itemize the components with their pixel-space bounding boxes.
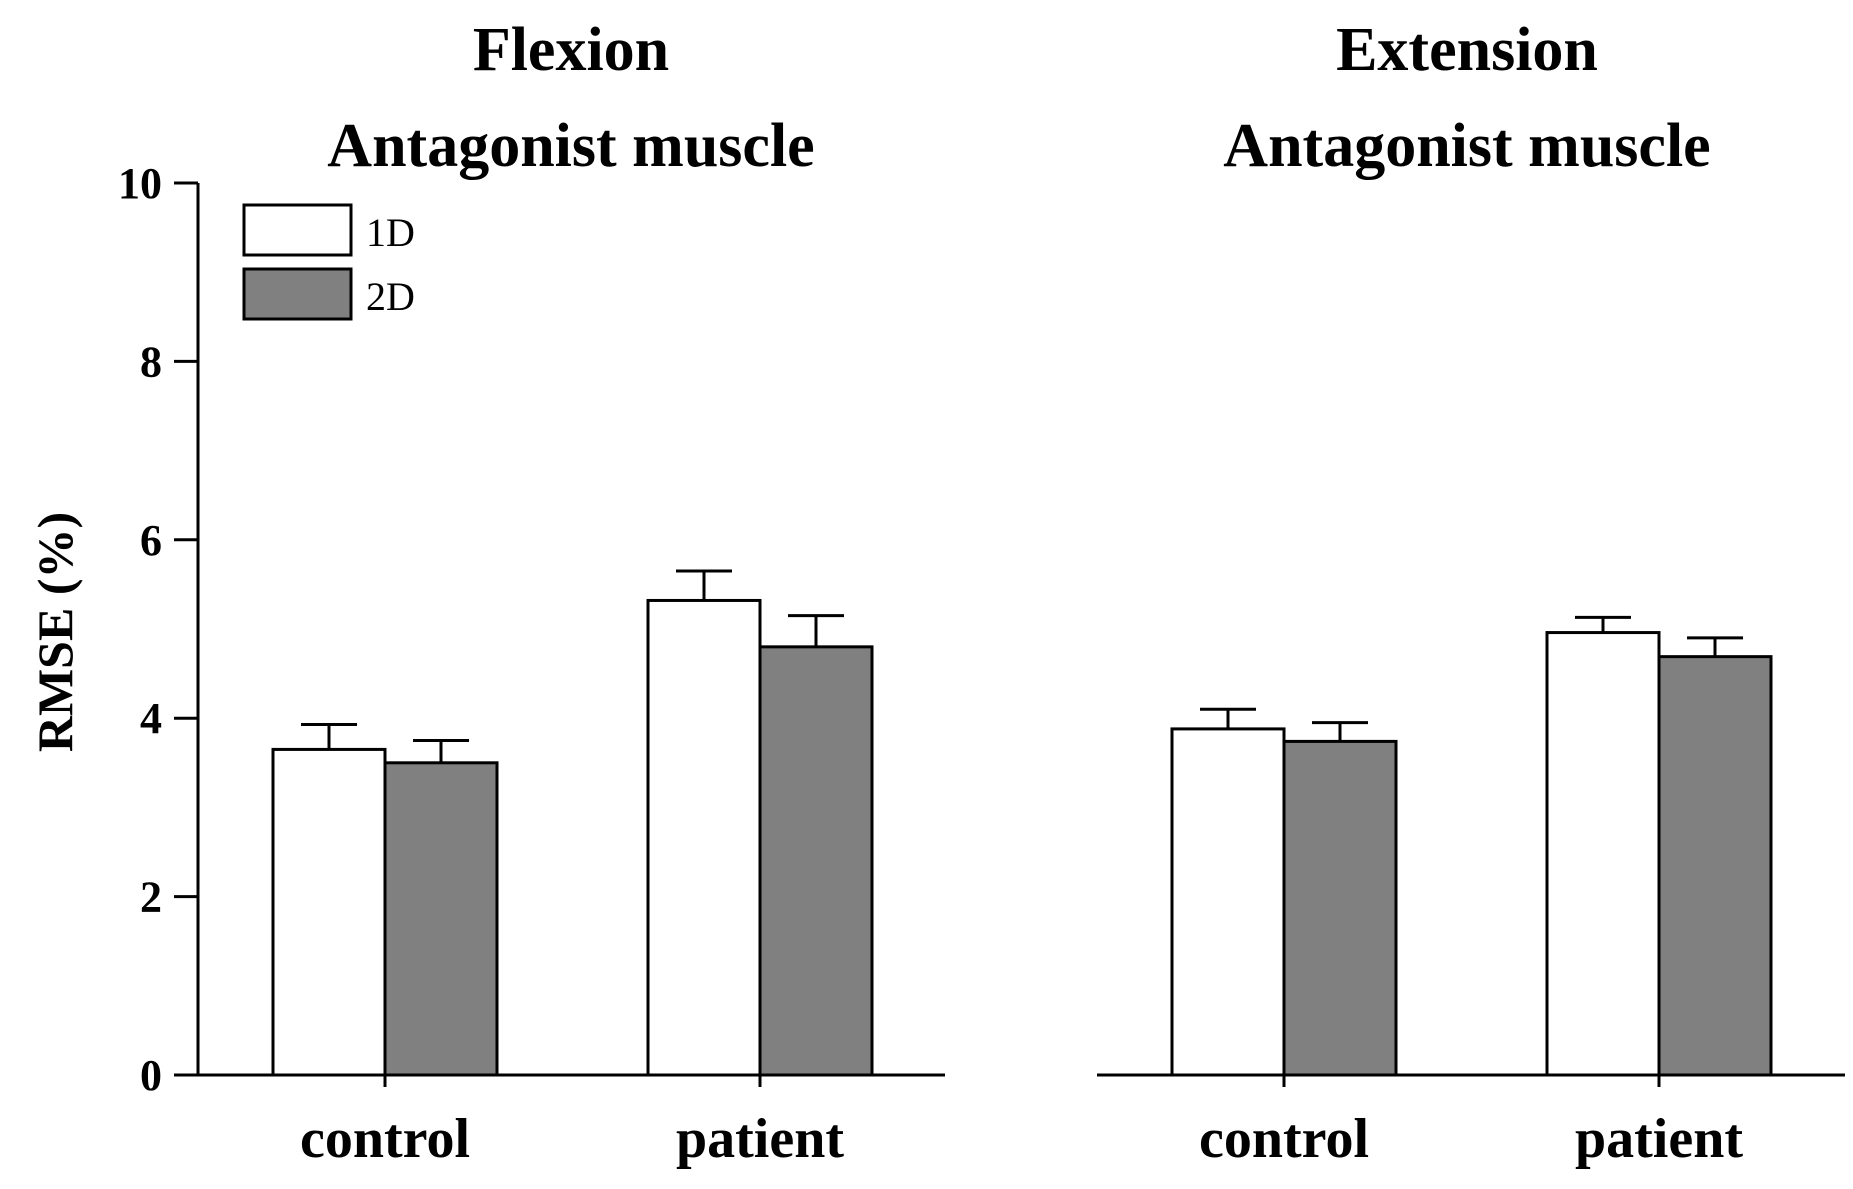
extension-subtitle: Antagonist muscle (1223, 112, 1710, 180)
extension-patient-2D-bar (1657, 655, 1773, 1077)
extension-title: Extension (1336, 16, 1598, 84)
extension-control-2D-bar (1282, 739, 1398, 1077)
y-tick-label-0: 0 (140, 1051, 162, 1100)
flexion-panel: Flexion Antagonist muscle RMSE (%) 1D 2D… (27, 16, 945, 1170)
flexion-control-1D-bar (271, 747, 387, 1077)
y-tick-label-6: 6 (140, 516, 162, 565)
flexion-patient-1D-bar (646, 598, 762, 1077)
flexion-control-2D-bar (383, 761, 499, 1077)
extension-x-tick-label-control: control (1199, 1108, 1369, 1170)
legend-label-1d: 1D (366, 210, 415, 255)
y-tick-label-2: 2 (140, 873, 162, 922)
legend-label-2d: 2D (366, 274, 415, 319)
y-tick-label-10: 10 (118, 159, 162, 208)
flexion-title: Flexion (473, 16, 669, 84)
flexion-x-tick-label-patient: patient (676, 1108, 844, 1170)
y-tick-label-4: 4 (140, 694, 162, 743)
y-axis-label: RMSE (%) (27, 512, 83, 752)
extension-panel: Extension Antagonist muscle control patie… (1097, 16, 1845, 1170)
extension-x-tick-label-patient: patient (1575, 1108, 1743, 1170)
extension-control-1D-bar (1170, 727, 1286, 1077)
flexion-subtitle: Antagonist muscle (327, 112, 814, 180)
legend: 1D 2D (242, 203, 415, 321)
flexion-patient-2D-bar (758, 645, 874, 1077)
flexion-x-tick-label-control: control (300, 1108, 470, 1170)
legend-swatch-1d (242, 203, 353, 257)
y-tick-label-8: 8 (140, 337, 162, 386)
legend-swatch-2d (242, 267, 353, 321)
extension-patient-1D-bar (1545, 631, 1661, 1077)
